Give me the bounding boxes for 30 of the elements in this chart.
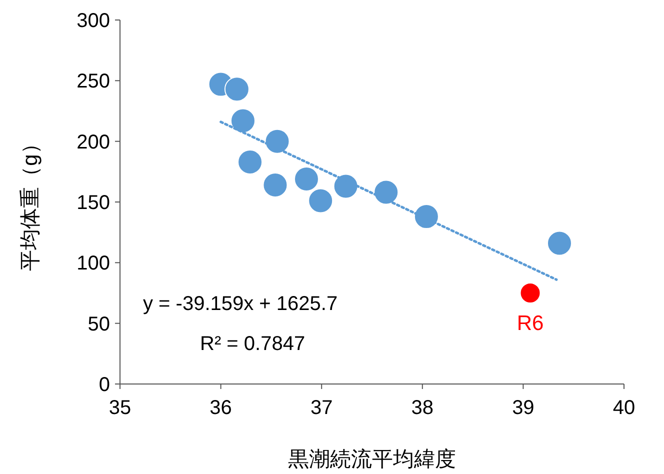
y-tick-label: 0 [98,374,110,396]
y-axis-title: 平均体重（g） [19,133,42,271]
point [546,230,572,256]
point [333,174,358,199]
point [294,166,319,192]
point [264,128,290,154]
x-tick-label: 35 [108,397,132,419]
point [262,172,288,198]
y-tick-label: 250 [76,70,110,93]
x-tick-label: 37 [310,397,333,419]
y-tick-label: 50 [88,313,110,336]
x-tick-label: 40 [612,397,636,419]
x-tick-label: 36 [210,397,232,419]
y-tick-label: 200 [76,131,110,154]
y-tick-label: 100 [76,252,110,275]
x-axis-title: 黒潮続流平均緯度 [288,448,456,471]
point [414,204,439,230]
annotation: y = -39.159x + 1625.7 [143,293,338,315]
point [374,180,399,205]
point [520,282,541,304]
x-tick-label: 39 [512,397,534,419]
point [224,76,250,102]
point [230,108,256,134]
annotation: R6 [516,312,544,335]
point [238,149,263,174]
point [308,188,334,214]
y-tick-label: 300 [76,10,110,32]
x-tick-label: 38 [411,397,434,419]
annotation: R² = 0.7847 [200,333,306,355]
y-tick-label: 150 [76,192,110,214]
